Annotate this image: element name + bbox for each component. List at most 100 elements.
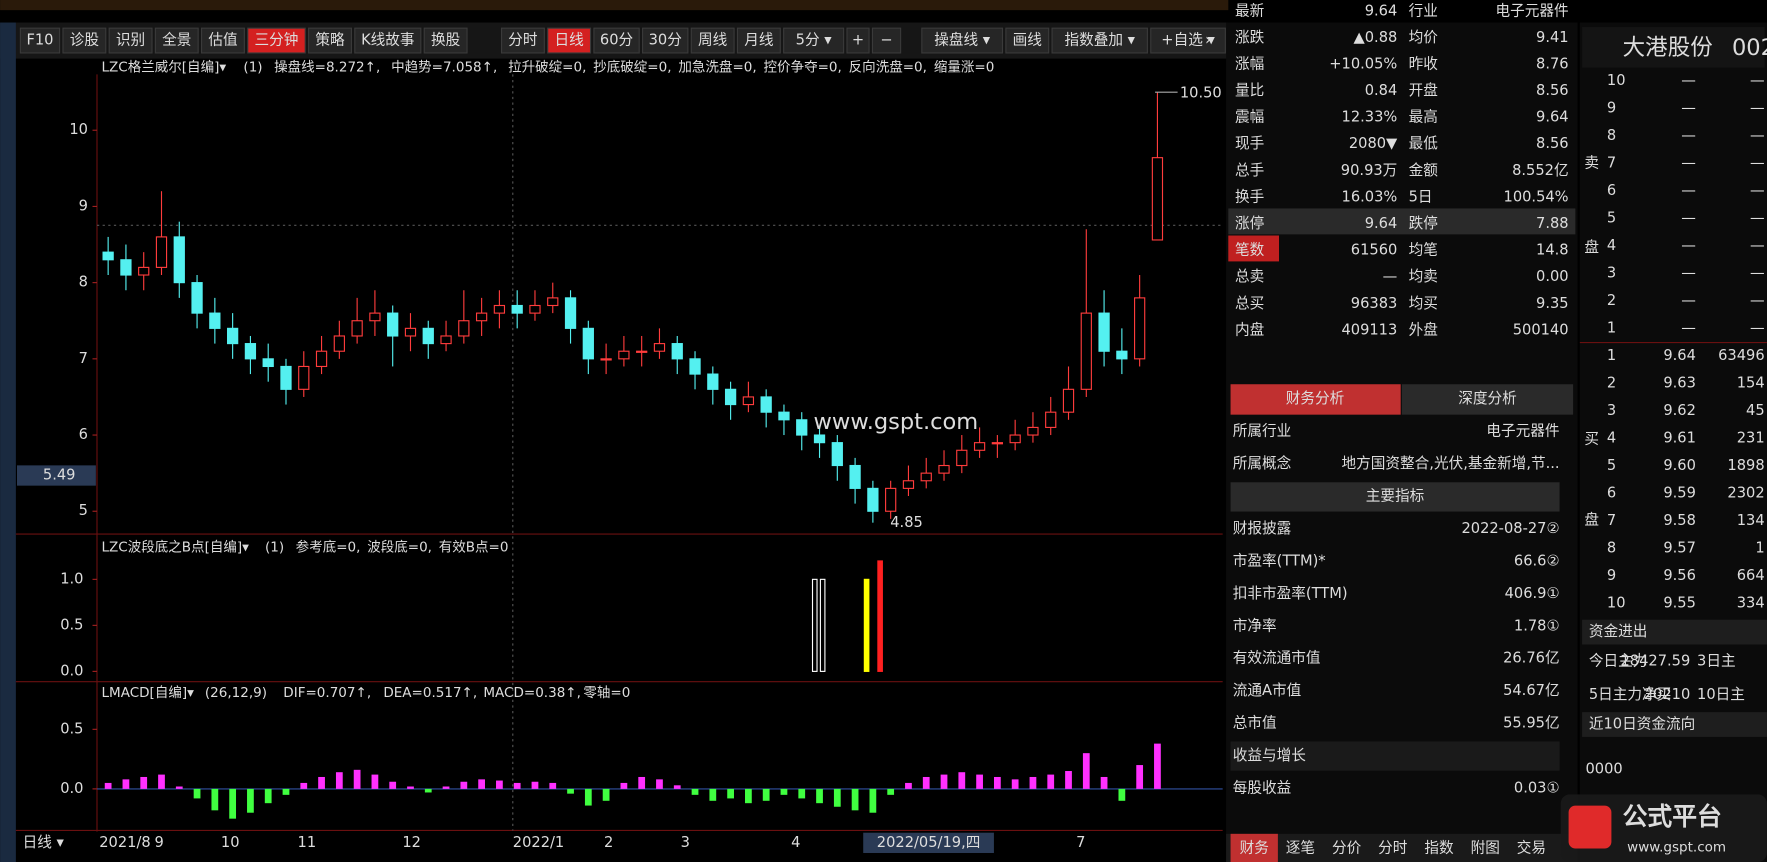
- bottom-tab[interactable]: 逐笔: [1286, 839, 1315, 856]
- row-highlight: [1228, 208, 1576, 235]
- candle-body: [404, 327, 417, 337]
- quote-value: 电子元器件: [1495, 2, 1568, 19]
- toolbar-button-label[interactable]: 画线: [1013, 32, 1043, 49]
- book-price: —: [1681, 127, 1696, 144]
- toolbar-button[interactable]: [1005, 27, 1050, 54]
- book-price: 9.64: [1663, 347, 1696, 364]
- quote-label: 涨停: [1235, 215, 1264, 232]
- toolbar-button-label[interactable]: 5分 ▾: [796, 32, 833, 49]
- tab[interactable]: [1401, 384, 1574, 415]
- bottom-tab[interactable]: 财务: [1240, 839, 1270, 856]
- candle-body: [618, 350, 630, 360]
- macd-bar: [122, 779, 130, 789]
- toolbar-button[interactable]: [690, 27, 735, 54]
- toolbar-button[interactable]: [200, 27, 245, 54]
- toolbar-button[interactable]: [871, 27, 902, 54]
- toolbar-button[interactable]: [736, 27, 781, 54]
- toolbar-button-label[interactable]: 估值: [208, 32, 237, 49]
- toolbar-button-label[interactable]: 策略: [315, 32, 345, 49]
- toolbar-button-label[interactable]: 日线: [554, 32, 584, 49]
- macd-bar: [1136, 765, 1144, 789]
- y-tick-label: 0.0: [60, 662, 83, 679]
- book-price: 9.55: [1663, 595, 1696, 612]
- book-level: 7: [1607, 512, 1616, 529]
- bottom-tab[interactable]: 指数: [1424, 839, 1454, 856]
- toolbar-button-label[interactable]: +: [852, 32, 864, 49]
- x-tick-label: 2021/8: [99, 834, 150, 851]
- toolbar-button-label[interactable]: K线故事: [361, 32, 414, 49]
- book-volume: 154: [1737, 375, 1765, 392]
- tab-label[interactable]: 财务分析: [1286, 390, 1345, 407]
- macd-bar: [1065, 771, 1072, 789]
- toolbar-button[interactable]: [642, 27, 689, 54]
- side-label: 卖: [1584, 154, 1599, 171]
- toolbar-button-label[interactable]: 月线: [744, 32, 774, 49]
- quote-label: 震幅: [1235, 109, 1264, 126]
- indicator-header: 反向洗盘=0,: [849, 59, 927, 76]
- tab-active[interactable]: [1230, 833, 1278, 862]
- toolbar-button-label[interactable]: 30分: [649, 32, 683, 49]
- tab-active[interactable]: [1230, 384, 1401, 415]
- toolbar-button[interactable]: [154, 27, 199, 54]
- candle-body: [724, 388, 737, 406]
- bottom-tab[interactable]: 分价: [1332, 839, 1362, 856]
- period-select[interactable]: 日线 ▾: [23, 834, 65, 851]
- toolbar-button-label[interactable]: 识别: [116, 32, 145, 49]
- candle-body: [831, 442, 843, 467]
- toolbar-button-label[interactable]: F10: [26, 32, 53, 49]
- toolbar-button[interactable]: [593, 27, 640, 54]
- toolbar-button[interactable]: [1051, 27, 1148, 54]
- macd-bar: [869, 788, 877, 813]
- book-price: —: [1681, 155, 1696, 172]
- toolbar-button-label[interactable]: 诊股: [70, 32, 100, 49]
- section-title: 资金进出: [1589, 623, 1648, 640]
- toolbar-button[interactable]: [354, 27, 422, 54]
- toolbar-button-label[interactable]: 分时: [508, 32, 538, 49]
- bottom-tab[interactable]: 附图: [1471, 839, 1500, 856]
- toolbar-button-label[interactable]: 周线: [698, 32, 728, 49]
- toolbar-button[interactable]: [308, 27, 352, 54]
- toolbar-button-label[interactable]: −: [880, 32, 892, 49]
- macd-bar: [1154, 743, 1161, 789]
- candle-body: [920, 472, 932, 482]
- toolbar-button[interactable]: [108, 27, 153, 54]
- macd-bar: [993, 776, 1001, 789]
- toolbar-button[interactable]: [921, 27, 1004, 54]
- toolbar-button[interactable]: [62, 27, 107, 54]
- candle-body: [511, 304, 523, 314]
- toolbar-button-label[interactable]: 指数叠加 ▾: [1064, 32, 1135, 49]
- fin-value: 55.95亿: [1503, 715, 1560, 732]
- fund-label: 今日主力: [1589, 652, 1648, 669]
- toolbar-button-label[interactable]: +自选 ▾: [1161, 32, 1215, 49]
- macd-bar: [211, 788, 219, 811]
- toolbar-button-label[interactable]: 60分: [600, 32, 634, 49]
- toolbar-button[interactable]: [1150, 27, 1226, 54]
- candle-body: [867, 487, 879, 512]
- indicator-header: 有效B点=0: [439, 540, 509, 556]
- toolbar-button[interactable]: [423, 27, 468, 54]
- brand-logo: [1568, 805, 1612, 849]
- toolbar-button[interactable]: [846, 27, 870, 54]
- bottom-tab[interactable]: 分时: [1378, 839, 1408, 856]
- book-level: 6: [1607, 182, 1616, 199]
- fin-value: 66.6②: [1514, 552, 1560, 569]
- panel-toggle[interactable]: ›: [1205, 32, 1211, 49]
- toolbar-button[interactable]: [19, 27, 61, 54]
- low-label: 4.85: [890, 514, 923, 531]
- book-price: 9.56: [1663, 567, 1696, 584]
- tab-label[interactable]: 深度分析: [1458, 390, 1517, 407]
- toolbar-button[interactable]: [500, 27, 545, 54]
- candle-body: [707, 373, 719, 390]
- macd-bar: [780, 788, 788, 795]
- candle-body: [582, 327, 594, 360]
- toolbar-button[interactable]: [783, 27, 845, 54]
- toolbar-button-label[interactable]: 操盘线 ▾: [934, 31, 991, 49]
- toolbar-button-label[interactable]: 三分钟: [255, 32, 299, 49]
- toolbar-button-label[interactable]: 全景: [162, 31, 191, 49]
- toolbar-button[interactable]: [247, 27, 306, 54]
- toolbar-button[interactable]: [547, 27, 592, 54]
- macd-bar: [976, 774, 983, 789]
- bottom-tab[interactable]: 交易: [1517, 838, 1546, 856]
- toolbar-button-label[interactable]: 换股: [431, 32, 461, 49]
